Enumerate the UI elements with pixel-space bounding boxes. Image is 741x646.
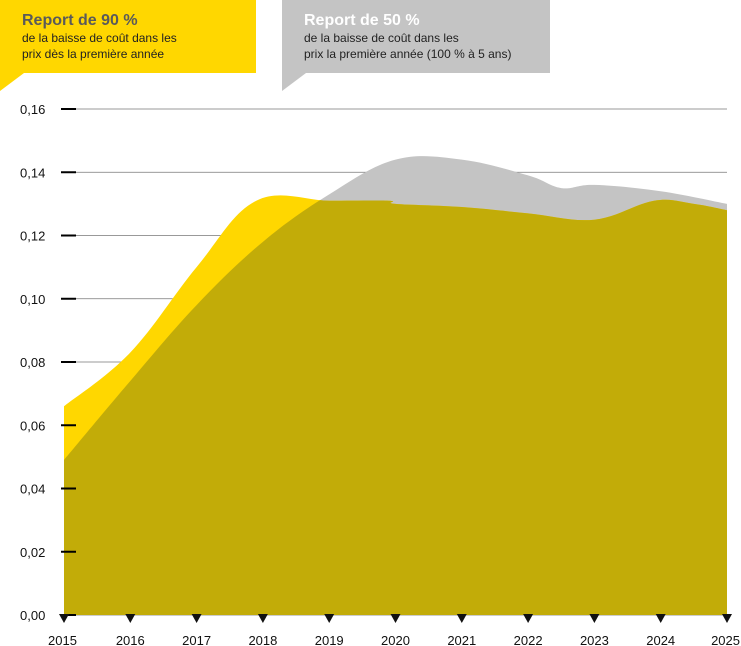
x-tick-label: 2023 (580, 633, 609, 646)
x-tick-label: 2025 (711, 633, 740, 646)
x-tick-mark (324, 614, 335, 623)
x-tick-label: 2017 (182, 633, 211, 646)
legend-50-desc-line2: prix la première année (100 % à 5 ans) (304, 47, 512, 61)
x-tick-label: 2016 (116, 633, 145, 646)
x-tick-mark (589, 614, 600, 623)
legend-50-desc-line1: de la baisse de coût dans les (304, 31, 459, 45)
x-tick-mark (390, 614, 401, 623)
y-tick-label: 0,00 (20, 608, 45, 623)
x-axis: 2015 2016 2017 2018 2019 2020 2021 2022 2023 2024… (48, 614, 740, 646)
x-tick-label: 2024 (646, 633, 675, 646)
x-tick-mark (125, 614, 136, 623)
y-tick-label: 0,08 (20, 355, 45, 370)
x-tick-mark (523, 614, 534, 623)
x-tick-mark (59, 614, 69, 623)
x-tick-mark (655, 614, 666, 623)
x-tick-label: 2018 (248, 633, 277, 646)
y-axis: 0,00 0,02 0,04 0,06 0,08 0,10 0,12 0,14 0,16 (20, 102, 76, 623)
x-tick-label: 2015 (48, 633, 77, 646)
legend-50-percent: Report de 50 % de la baisse de coût dans… (282, 0, 550, 73)
x-tick-mark (257, 614, 268, 623)
x-tick-mark (191, 614, 202, 623)
legend-90-pointer (0, 73, 24, 91)
x-tick-mark (456, 614, 467, 623)
x-tick-label: 2019 (315, 633, 344, 646)
legend-90-desc-line1: de la baisse de coût dans les (22, 31, 177, 45)
y-tick-label: 0,12 (20, 229, 45, 244)
y-tick-label: 0,06 (20, 418, 45, 433)
legend-90-desc-line2: prix dès la première année (22, 47, 165, 61)
legend-90-title: Report de 90 % (22, 12, 138, 29)
legend-90-percent: Report de 90 % de la baisse de coût dans… (0, 0, 256, 73)
y-tick-label: 0,10 (20, 292, 45, 307)
x-tick-mark (722, 614, 732, 623)
x-tick-label: 2022 (514, 633, 543, 646)
y-tick-label: 0,16 (20, 102, 45, 117)
x-tick-label: 2021 (447, 633, 476, 646)
x-tick-label: 2020 (381, 633, 410, 646)
area-overlap (64, 195, 727, 615)
y-tick-label: 0,14 (20, 165, 45, 180)
legend-50-pointer (282, 73, 306, 91)
y-tick-label: 0,04 (20, 482, 45, 497)
y-tick-label: 0,02 (20, 545, 45, 560)
legend-50-title: Report de 50 % (304, 12, 420, 29)
